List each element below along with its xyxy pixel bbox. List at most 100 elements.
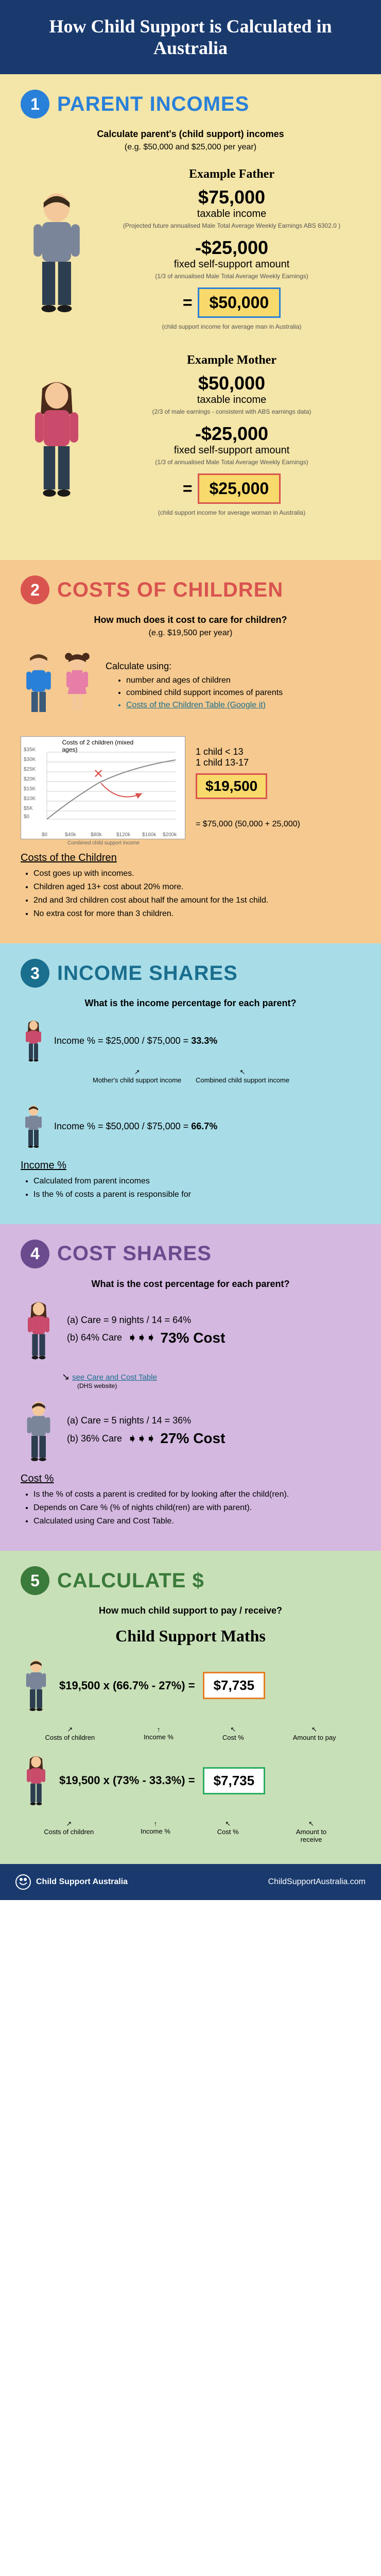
y-tick: $0 <box>24 814 29 820</box>
y-tick: $15K <box>24 786 36 792</box>
mother-care-b: (b) 64% Care <box>67 1332 122 1343</box>
arrow-icon: ➧➧➧ <box>127 1330 155 1345</box>
y-tick: $25K <box>24 767 36 772</box>
section-title-row: 3 INCOME SHARES <box>21 959 360 988</box>
calculate-using-block: Calculate using: number and ages of chil… <box>106 661 283 713</box>
cost-bullets: Is the % of costs a parent is credited f… <box>33 1490 360 1526</box>
mother-label: Example Mother <box>103 353 360 367</box>
y-tick: $35K <box>24 747 36 753</box>
mother-result-note: (child support income for average woman … <box>103 509 360 516</box>
father-income-formula: Income % = $50,000 / $75,000 = 66.7% <box>21 1104 360 1149</box>
y-tick: $20K <box>24 776 36 782</box>
equals-sign: = <box>183 479 193 498</box>
father-deduct-label: fixed self-support amount <box>103 259 360 270</box>
section-number: 5 <box>21 1566 49 1595</box>
bullet: 2nd and 3rd children cost about half the… <box>33 896 360 905</box>
father-example: Example Father $75,000 taxable income (P… <box>21 167 360 338</box>
mother-example: Example Mother $50,000 taxable income (2… <box>21 353 360 524</box>
label-income: ↑Income % <box>141 1820 170 1843</box>
section-intro: What is the cost percentage for each par… <box>21 1279 360 1290</box>
mother-deduct: -$25,000 <box>103 423 360 445</box>
bullet: Is the % of costs a parent is credited f… <box>33 1490 360 1499</box>
equals-sign: = <box>183 293 193 312</box>
calc-item-link[interactable]: Costs of the Children Table (Google it) <box>126 701 283 710</box>
boy-icon <box>21 651 57 716</box>
income-pct-heading: Income % <box>21 1160 360 1172</box>
father-final-row: $19,500 x (66.7% - 27%) = $7,735 <box>21 1658 360 1713</box>
mother-final-result: $7,735 <box>203 1767 266 1794</box>
bullet: Cost goes up with incomes. <box>33 869 360 878</box>
label-costs: ↗Costs of children <box>44 1820 94 1843</box>
costs-subheading: Costs of the Children <box>21 852 360 864</box>
father-deduct-note: (1/3 of annualised Male Total Average We… <box>103 273 360 280</box>
chart-side-info: 1 child < 13 1 child 13-17 $19,500 = $75… <box>196 747 360 829</box>
section-title-text: COST SHARES <box>57 1242 212 1265</box>
section-intro: How much child support to pay / receive? <box>21 1605 360 1616</box>
section-title-row: 2 COSTS OF CHILDREN <box>21 575 360 604</box>
footer-logo: Child Support Australia <box>15 1874 128 1890</box>
father-content: Example Father $75,000 taxable income (P… <box>103 167 360 338</box>
footer-url[interactable]: ChildSupportAustralia.com <box>268 1877 366 1887</box>
father-mini-icon <box>21 1104 46 1149</box>
calc-item: number and ages of children <box>126 676 283 685</box>
mother-mini-icon <box>21 1019 46 1063</box>
label-income: ↑Income % <box>144 1725 174 1741</box>
label-costs: ↗Costs of children <box>45 1725 95 1741</box>
mother-label-arrows: ↗Costs of children ↑Income % ↖Cost % ↖Am… <box>21 1820 360 1843</box>
section-intro: How much does it cost to care for childr… <box>21 615 360 625</box>
section-number: 1 <box>21 90 49 118</box>
father-deduct: -$25,000 <box>103 237 360 259</box>
page-header: How Child Support is Calculated in Austr… <box>0 0 381 74</box>
y-tick: $30K <box>24 757 36 762</box>
cost-chart: Costs of 2 children (mixed ages) ✕ $35K … <box>21 736 185 839</box>
section-number: 3 <box>21 959 49 988</box>
bullet: Is the % of costs a parent is responsibl… <box>33 1190 360 1199</box>
father-care-a: (a) Care = 5 nights / 14 = 36% <box>67 1415 225 1426</box>
section-title-row: 1 PARENT INCOMES <box>21 90 360 118</box>
father-cost-pct: 27% Cost <box>160 1430 225 1447</box>
children-icons <box>21 651 95 716</box>
logo-icon <box>15 1874 31 1890</box>
mother-income-note: (2/3 of male earnings - consistent with … <box>103 408 360 415</box>
arrow-label-left: ↗Mother's child support income <box>93 1068 181 1084</box>
y-tick: $5K <box>24 806 33 811</box>
father-mini-icon <box>21 1400 57 1463</box>
x-tick: $200k <box>163 832 177 838</box>
chart-row: Costs of 2 children (mixed ages) ✕ $35K … <box>21 736 360 839</box>
father-label-arrows: ↗Costs of children ↑Income % ↖Cost % ↖Am… <box>21 1725 360 1741</box>
bullet: Depends on Care % (% of nights child(ren… <box>33 1503 360 1513</box>
arrow-icon: ➧➧➧ <box>127 1431 155 1446</box>
mother-icon <box>21 378 93 500</box>
mother-cost-block: (a) Care = 9 nights / 14 = 64% (b) 64% C… <box>21 1300 360 1361</box>
section-intro-example: (e.g. $19,500 per year) <box>21 629 360 638</box>
mother-income-label: taxable income <box>103 394 360 406</box>
y-tick: $10K <box>24 796 36 802</box>
x-tick: $0 <box>42 832 47 838</box>
father-mini-icon <box>21 1658 51 1713</box>
father-final-result: $7,735 <box>203 1672 266 1699</box>
bullet: Calculated using Care and Cost Table. <box>33 1517 360 1526</box>
girl-icon <box>59 651 95 716</box>
mother-final-formula: $19,500 x (73% - 33.3%) = <box>59 1774 195 1787</box>
bullet: Children aged 13+ cost about 20% more. <box>33 883 360 892</box>
see-table-link[interactable]: ↘ see Care and Cost Table (DHS website) <box>62 1371 360 1389</box>
bullet: No extra cost for more than 3 children. <box>33 909 360 919</box>
section-income-shares: 3 INCOME SHARES What is the income perce… <box>0 943 381 1224</box>
section-costs-children: 2 COSTS OF CHILDREN How much does it cos… <box>0 560 381 943</box>
chart-title: Costs of 2 children (mixed ages) <box>62 739 144 753</box>
father-income: $75,000 <box>103 187 360 208</box>
section-intro: What is the income percentage for each p… <box>21 998 360 1009</box>
father-income-note: (Projected future annualised Male Total … <box>103 222 360 229</box>
svg-text:✕: ✕ <box>93 767 103 781</box>
x-tick: $80k <box>91 832 102 838</box>
father-cost-block: (a) Care = 5 nights / 14 = 36% (b) 36% C… <box>21 1400 360 1463</box>
cost-pct-heading: Cost % <box>21 1473 360 1485</box>
x-tick: $40k <box>65 832 76 838</box>
bullet: Calculated from parent incomes <box>33 1177 360 1186</box>
section-title-text: CALCULATE $ <box>57 1569 204 1592</box>
section-title-text: PARENT INCOMES <box>57 93 249 116</box>
father-final-formula: $19,500 x (66.7% - 27%) = <box>59 1679 195 1692</box>
formula-text: Income % = $50,000 / $75,000 = <box>54 1121 191 1131</box>
father-result: $50,000 <box>198 287 281 318</box>
section-number: 4 <box>21 1240 49 1268</box>
